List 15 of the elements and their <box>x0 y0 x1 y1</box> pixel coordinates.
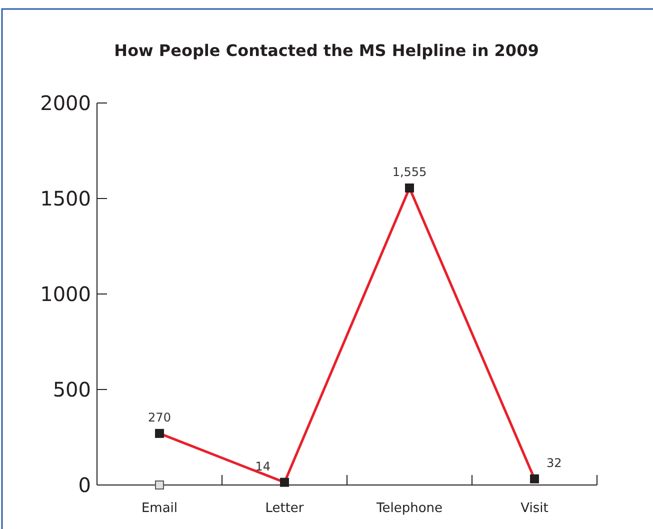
y-tick-label: 1000 <box>40 282 91 306</box>
y-tick-label: 0 <box>78 473 91 497</box>
y-tick-label: 2000 <box>40 91 91 115</box>
x-tick-label: Email <box>141 501 178 516</box>
data-label: 270 <box>148 410 171 424</box>
x-tick-label: Letter <box>265 501 304 516</box>
data-label: 1,555 <box>392 164 427 179</box>
x-tick-label: Visit <box>520 501 548 516</box>
data-label: 14 <box>255 459 270 474</box>
x-tick-label: Telephone <box>375 501 443 516</box>
point <box>155 480 164 490</box>
y-tick-label: 1500 <box>40 186 91 210</box>
chart-title: How People Contacted the MS Helpline in 2009 <box>114 41 539 60</box>
data-label: 32 <box>546 456 562 470</box>
y-tick-label: 500 <box>52 378 91 402</box>
